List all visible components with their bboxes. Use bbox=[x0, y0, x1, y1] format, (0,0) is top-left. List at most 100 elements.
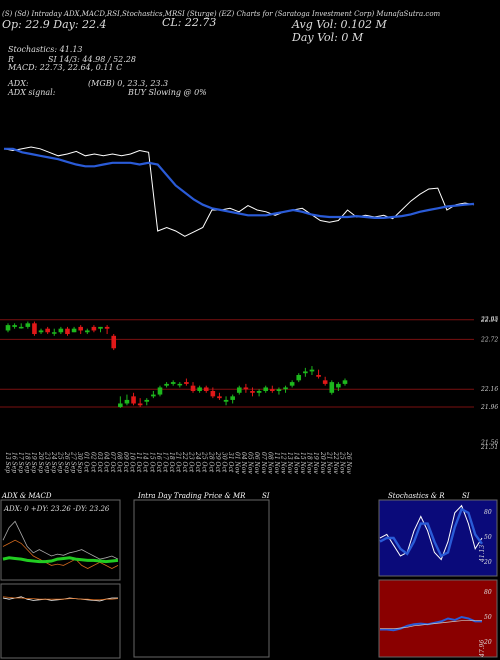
date-label: 29 Oct bbox=[214, 451, 221, 473]
candle bbox=[58, 326, 64, 335]
candle bbox=[5, 323, 11, 333]
date-label: 19 Sep bbox=[30, 452, 37, 473]
candle-body bbox=[91, 326, 97, 331]
candle bbox=[157, 385, 163, 397]
candle bbox=[104, 325, 110, 335]
candle-body bbox=[342, 380, 348, 384]
candle bbox=[329, 380, 335, 395]
candle bbox=[118, 396, 123, 408]
r-label: R bbox=[8, 55, 15, 64]
candle-body bbox=[98, 326, 103, 329]
date-label: 23 Oct bbox=[188, 451, 195, 473]
candle-body bbox=[250, 391, 255, 393]
macd-panel bbox=[0, 583, 121, 659]
candle bbox=[45, 326, 50, 335]
candle bbox=[190, 382, 196, 393]
candle-body bbox=[164, 383, 169, 386]
candle-body bbox=[137, 403, 143, 406]
candle-body bbox=[203, 387, 209, 392]
date-label: 16 Oct bbox=[155, 452, 162, 473]
candle-body bbox=[217, 396, 222, 399]
macd-line bbox=[2, 596, 118, 602]
date-label: 24 Sep bbox=[50, 451, 57, 473]
candle-body bbox=[336, 383, 341, 388]
candle-body bbox=[45, 328, 50, 333]
candle bbox=[236, 385, 242, 395]
candle-body bbox=[243, 387, 249, 390]
buy-slowing: BUY Slowing @ 0% bbox=[128, 88, 207, 97]
date-label: 31 Oct bbox=[227, 452, 234, 473]
date-label: 07 Oct bbox=[109, 452, 116, 473]
rsi-tick-20: 20 bbox=[483, 639, 492, 646]
candle-body bbox=[263, 387, 269, 392]
candle bbox=[18, 323, 24, 329]
date-label: 04 Oct bbox=[102, 452, 109, 473]
date-label: 09 Oct bbox=[122, 452, 129, 473]
candle bbox=[164, 382, 169, 388]
date-label: 01 Oct bbox=[83, 452, 90, 473]
candle-body bbox=[289, 382, 295, 386]
macd-signal bbox=[2, 596, 119, 601]
stoch-value-label: 41.13 bbox=[479, 545, 486, 563]
stoch-panel bbox=[378, 499, 498, 577]
header-title: (S) (Sd) Intraday ADX,MACD,RSI,Stochasti… bbox=[2, 10, 441, 18]
price-label: 22.94 bbox=[480, 317, 498, 324]
candle-body bbox=[111, 335, 117, 349]
candle-body bbox=[71, 328, 77, 333]
intraday-panel-title: Intra Day Trading Price & MR bbox=[138, 492, 246, 500]
rsi-panel bbox=[378, 579, 498, 658]
date-label: 16 Sep bbox=[11, 452, 18, 473]
price-label: 21.96 bbox=[480, 404, 498, 411]
candle bbox=[12, 323, 17, 329]
candle bbox=[296, 373, 302, 383]
candle-body bbox=[270, 389, 275, 392]
candle bbox=[276, 387, 282, 395]
candle bbox=[78, 325, 83, 335]
date-label: 10 Oct bbox=[129, 452, 136, 473]
candle bbox=[342, 378, 348, 386]
date-label: 12 Nov bbox=[279, 452, 286, 474]
date-label: 21 Nov bbox=[325, 451, 332, 474]
date-label: 30 Oct bbox=[220, 452, 227, 473]
candle-body bbox=[104, 326, 110, 329]
candle bbox=[250, 387, 255, 397]
rsi-line bbox=[380, 615, 482, 632]
date-label: 02 Oct bbox=[89, 452, 96, 473]
stoch-k-line bbox=[379, 504, 483, 561]
price-label: 21.56 bbox=[480, 440, 498, 447]
candle-body bbox=[38, 330, 44, 333]
open-day: Op: 22.9 Day: 22.4 bbox=[2, 18, 107, 31]
candle bbox=[316, 369, 321, 379]
candle-body bbox=[303, 371, 308, 374]
stoch-tick-80: 80 bbox=[484, 509, 492, 516]
candle-body bbox=[309, 369, 315, 372]
stoch-d-line bbox=[379, 507, 483, 558]
candle bbox=[336, 382, 341, 392]
date-label: 20 Nov bbox=[319, 451, 326, 474]
date-label: 07 Nov bbox=[260, 452, 267, 474]
candle-body bbox=[12, 325, 17, 327]
candle bbox=[197, 385, 202, 393]
candle bbox=[184, 378, 189, 386]
candle-body bbox=[5, 325, 11, 331]
date-label: 11 Nov bbox=[273, 452, 280, 474]
candle bbox=[170, 380, 176, 386]
day-volume: Day Vol: 0 M bbox=[292, 31, 364, 44]
stoch-panel-si: SI bbox=[462, 492, 470, 500]
candle-body bbox=[124, 399, 130, 404]
candle-body bbox=[296, 374, 302, 381]
date-label: 17 Oct bbox=[161, 452, 168, 473]
date-label: 15 Oct bbox=[148, 452, 155, 473]
date-label: 18 Sep bbox=[24, 452, 31, 473]
date-label: 15 Nov bbox=[299, 452, 306, 474]
date-label: 25 Sep bbox=[57, 451, 64, 473]
candle bbox=[203, 385, 209, 393]
avg-volume: Avg Vol: 0.102 M bbox=[292, 18, 387, 31]
adx-line bbox=[2, 556, 119, 564]
date-label: 13 Nov bbox=[286, 452, 293, 474]
candle bbox=[91, 325, 97, 333]
candle bbox=[177, 382, 183, 388]
candle-body bbox=[170, 382, 176, 384]
candle bbox=[151, 391, 156, 399]
candle-body bbox=[157, 387, 163, 395]
